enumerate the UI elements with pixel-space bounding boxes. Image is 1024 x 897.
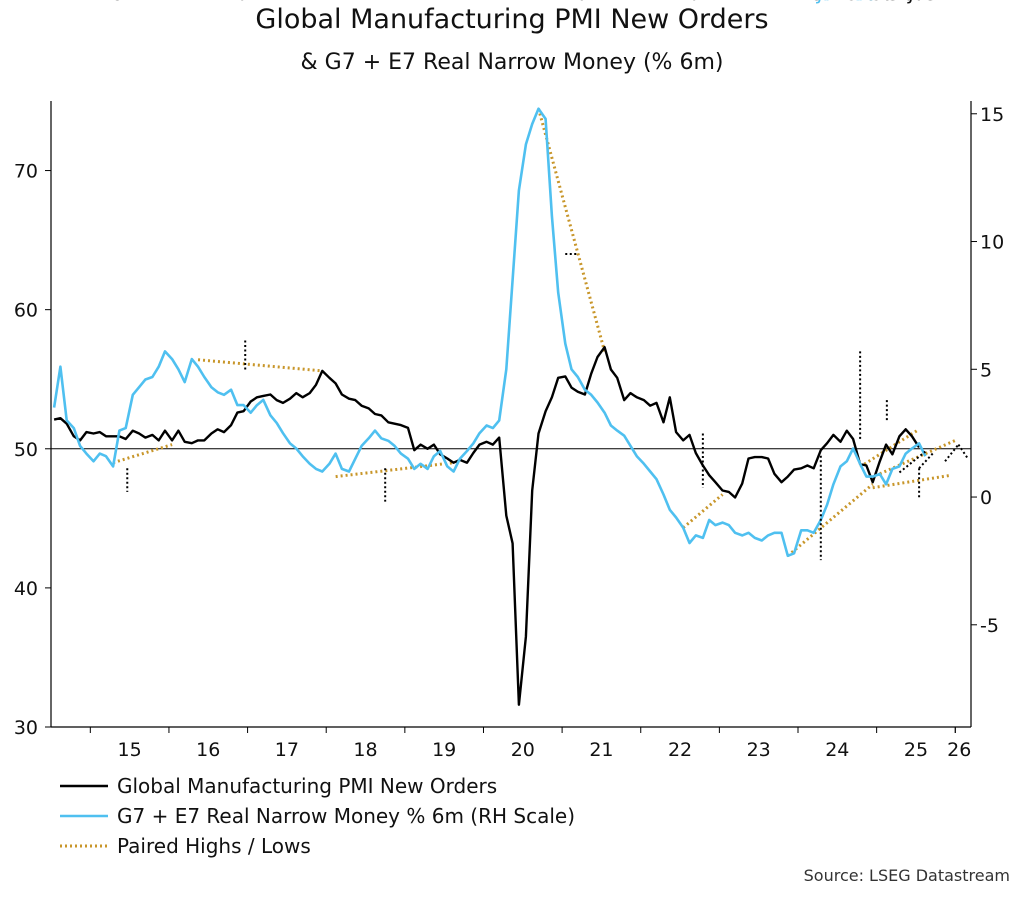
annotation-pointer bbox=[918, 452, 934, 469]
annotation-label: 13m bbox=[801, 0, 841, 5]
annotation-label: Jun bbox=[816, 0, 845, 5]
annotation-label: 8m bbox=[846, 0, 875, 5]
x-tick-label: 23 bbox=[747, 739, 771, 761]
x-tick-label: 25 bbox=[904, 739, 928, 761]
annotation-label: 2025? bbox=[891, 0, 946, 5]
legend-label-2: Paired Highs / Lows bbox=[117, 834, 311, 858]
right-tick-label: -5 bbox=[980, 615, 999, 637]
paired-line-5 bbox=[786, 483, 874, 557]
left-tick-label: 70 bbox=[14, 161, 38, 183]
x-tick-label: 15 bbox=[118, 739, 142, 761]
annotation-label: 2024 bbox=[808, 0, 854, 5]
x-tick-label: 26 bbox=[947, 739, 971, 761]
left-tick-label: 30 bbox=[14, 717, 38, 739]
x-tick-label: 19 bbox=[432, 739, 456, 761]
right-tick-label: 0 bbox=[980, 487, 992, 509]
right-tick-label: 5 bbox=[980, 359, 992, 381]
paired-line-4 bbox=[682, 493, 724, 529]
annotation-pointers bbox=[126, 253, 969, 561]
series-line-0 bbox=[53, 346, 921, 706]
left-tick-label: 40 bbox=[14, 578, 38, 600]
annotation-pointer bbox=[898, 450, 927, 474]
paired-line-6 bbox=[859, 428, 920, 469]
annotation-label: Jul bbox=[907, 0, 930, 5]
annotation-label: 11m bbox=[365, 0, 405, 5]
x-tick-label: 17 bbox=[275, 739, 299, 761]
x-tick-label: 21 bbox=[589, 739, 613, 761]
left-tick-label: 50 bbox=[14, 439, 38, 461]
annotation-label: 10m bbox=[565, 0, 605, 5]
paired-line-8 bbox=[872, 473, 952, 490]
legend-label-1: G7 + E7 Real Narrow Money % 6m (RH Scale… bbox=[117, 804, 575, 828]
source-note: Source: LSEG Datastream bbox=[803, 866, 1010, 885]
chart-subtitle: & G7 + E7 Real Narrow Money (% 6m) bbox=[300, 50, 724, 75]
paired-line-0 bbox=[112, 443, 173, 465]
left-tick-label: 60 bbox=[14, 300, 38, 322]
legend: Global Manufacturing PMI New Orders G7 + … bbox=[60, 774, 575, 858]
x-tick-label: 24 bbox=[825, 739, 849, 761]
annotation-pointer bbox=[957, 444, 969, 460]
right-tick-label: 10 bbox=[980, 232, 1004, 254]
annotation-label: Oct bbox=[851, 0, 882, 5]
legend-label-0: Global Manufacturing PMI New Orders bbox=[117, 774, 497, 798]
annotation-label: 16m bbox=[225, 0, 265, 5]
annotation-label: 6m bbox=[688, 0, 717, 5]
chart-title: Global Manufacturing PMI New Orders bbox=[255, 4, 769, 35]
paired-line-1 bbox=[197, 358, 323, 373]
annotation-label: Feb bbox=[861, 0, 893, 5]
x-tick-label: 16 bbox=[196, 739, 220, 761]
annotation-label: 2024 bbox=[844, 0, 890, 5]
paired-highs-lows-layer bbox=[112, 108, 956, 557]
paired-line-3 bbox=[537, 108, 607, 352]
x-tick-label: 22 bbox=[668, 739, 692, 761]
annotation-label: 9m bbox=[113, 0, 142, 5]
series-layer bbox=[52, 107, 927, 706]
x-tick-label: 20 bbox=[511, 739, 535, 761]
series-line-1 bbox=[52, 107, 927, 558]
annotations-layer: 16m 9m 11m 10m 6m 8mFeb2025 Jun2024Oct202413m J… bbox=[113, 0, 947, 5]
x-tick-label: 18 bbox=[353, 739, 377, 761]
right-tick-label: 15 bbox=[980, 104, 1004, 126]
annotation-pointer bbox=[944, 443, 960, 462]
axes: 30 40 50 60 70 -5 0 5 10 15 15 16 17 18 19 20 21 22 23 24 25… bbox=[14, 101, 1004, 761]
annotation-label: 2025 bbox=[854, 0, 900, 5]
